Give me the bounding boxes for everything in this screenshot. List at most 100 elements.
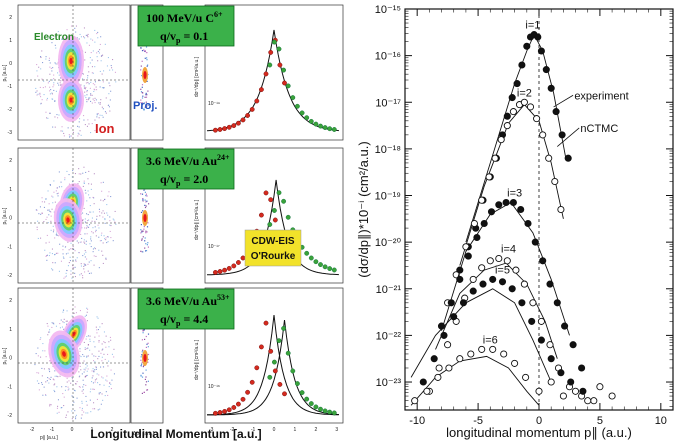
green-data-point [267,374,273,380]
distribution-xtick-label: 0 [273,427,276,433]
speckle-dot [46,259,48,261]
data-point [534,33,542,41]
map-ytick-label: 1 [9,187,12,193]
x-tick-label: 5 [597,415,603,427]
map-ytick-label: 0 [9,216,12,222]
speckle-dot [94,226,96,228]
projection-dot [141,60,143,62]
red-data-point [222,126,228,132]
speckle-dot [75,418,77,420]
speckle-dot [49,405,51,407]
data-point [523,42,531,50]
projection-dot [144,57,146,59]
green-data-point [299,390,305,395]
speckle-dot [39,92,41,94]
speckle-dot [96,373,98,375]
data-point [503,112,511,120]
data-point [584,397,592,405]
data-point [459,299,468,307]
speckle-dot [101,87,103,89]
data-point [440,331,448,339]
data-point [485,173,493,181]
speckle-dot [105,257,107,259]
data-point [489,275,497,283]
projection-dot [147,361,149,363]
speckle-dot [48,382,50,384]
speckle-dot [84,59,86,61]
red-data-point [231,263,237,269]
data-point [479,280,487,288]
speckle-dot [49,331,51,333]
speckle-dot [72,131,74,133]
distribution-xtick-label: 2 [315,427,318,433]
data-point [533,115,541,123]
y-tick-label: 10⁻¹⁶ [375,51,401,63]
speckle-dot [86,365,88,367]
speckle-dot [61,38,63,40]
speckle-dot [50,215,52,217]
speckle-dot [42,343,44,345]
speckle-dot [98,374,100,376]
red-data-point [249,379,255,385]
speckle-dot [92,211,94,213]
speckle-dot [98,117,100,119]
speckle-dot [108,360,110,362]
speckle-dot [53,322,55,324]
speckle-dot [86,225,88,227]
speckle-dot [100,60,102,62]
theory-curve-2 [207,319,339,416]
speckle-dot [74,27,76,29]
speckle-dot [41,382,43,384]
speckle-dot [57,82,59,84]
map-ytick-label: -1 [8,244,13,250]
speckle-dot [57,192,59,194]
data-point [419,378,427,386]
speckle-dot [84,369,86,371]
speckle-dot [91,353,93,355]
speckle-dot [62,253,64,255]
speckle-dot [95,99,97,101]
speckle-dot [83,180,85,182]
ratio-value: = 4.4 [183,312,208,326]
speckle-dot [86,94,88,96]
speckle-dot [59,375,61,377]
speckle-dot [54,126,56,128]
speckle-dot [102,54,104,56]
speckle-dot [82,73,84,75]
projection-dot [146,343,148,345]
projection-dot [140,356,142,358]
map-ytick-label: 2 [9,15,12,21]
red-data-point [258,87,264,93]
speckle-dot [59,82,61,84]
speckle-dot [39,86,41,88]
speckle-dot [87,263,89,265]
speckle-dot [79,375,81,377]
red-data-point [249,107,255,112]
projection-dot [142,108,145,110]
speckle-dot [37,220,39,222]
speckle-dot [89,338,91,340]
speckle-dot [100,99,102,101]
speckle-dot [51,42,53,44]
speckle-dot [91,94,93,96]
speckle-dot [60,130,62,132]
speckle-dot [88,83,90,85]
speckle-dot [90,211,92,213]
speckle-dot [97,409,99,411]
title-superscript: 24+ [217,153,230,162]
speckle-dot [70,248,72,250]
projection-dot [142,251,144,253]
speckle-dot [64,276,66,278]
projection-dot [142,230,144,232]
speckle-dot [80,84,82,86]
projection-dot [140,88,142,90]
right-chart: 10⁻¹⁵ 10⁻¹⁶ 10⁻¹⁷ 10⁻¹⁸ 10⁻¹⁹ 10⁻²⁰ 10⁻²¹ 10⁻²²… [356,4,674,440]
projection-dot [145,46,148,48]
speckle-dot [107,394,109,396]
projection-dot [140,229,142,231]
speckle-dot [85,400,87,402]
speckle-dot [98,52,100,54]
speckle-dot [40,96,42,98]
speckle-dot [49,360,51,362]
red-data-point [217,269,223,274]
